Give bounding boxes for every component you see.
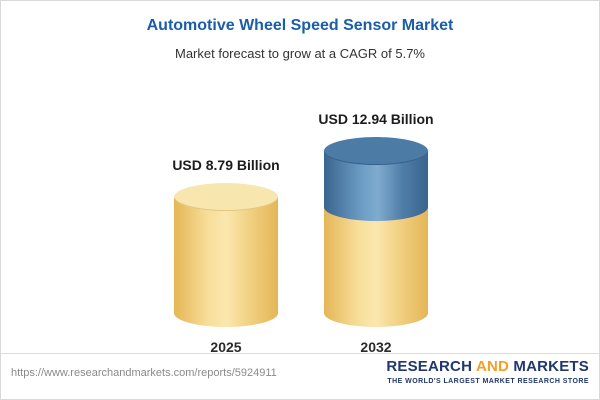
cylinder-2032	[324, 137, 428, 327]
logo-wordmark: RESEARCH AND MARKETS	[386, 358, 589, 376]
footer-divider	[1, 353, 599, 354]
cylinder-2025-body	[174, 183, 278, 327]
cylinder-2032-base-segment	[324, 207, 428, 327]
cylinder-2025	[174, 183, 278, 327]
bar-group-2032: USD 12.94 Billion 2032	[316, 111, 436, 355]
report-url-link[interactable]: https://www.researchandmarkets.com/repor…	[11, 367, 277, 379]
cylinder-2032-growth-segment	[324, 137, 428, 221]
cylinder-2025-top-ellipse	[174, 183, 278, 211]
chart-subtitle: Market forecast to grow at a CAGR of 5.7…	[175, 46, 425, 61]
value-label-2032: USD 12.94 Billion	[318, 111, 434, 127]
year-label-2032: 2032	[360, 339, 392, 355]
logo-word-research: RESEARCH	[386, 358, 473, 375]
year-label-2025: 2025	[210, 339, 242, 355]
bar-group-2025: USD 8.79 Billion 2025	[166, 157, 286, 355]
value-label-2025: USD 8.79 Billion	[172, 157, 280, 173]
cylinder-2032-top-ellipse	[324, 137, 428, 165]
research-and-markets-logo: RESEARCH AND MARKETS THE WORLD'S LARGEST…	[386, 358, 589, 385]
logo-word-markets: MARKETS	[513, 358, 589, 375]
logo-word-and: AND	[475, 358, 510, 375]
chart-title: Automotive Wheel Speed Sensor Market	[146, 17, 454, 34]
logo-tagline: THE WORLD'S LARGEST MARKET RESEARCH STOR…	[387, 377, 589, 385]
